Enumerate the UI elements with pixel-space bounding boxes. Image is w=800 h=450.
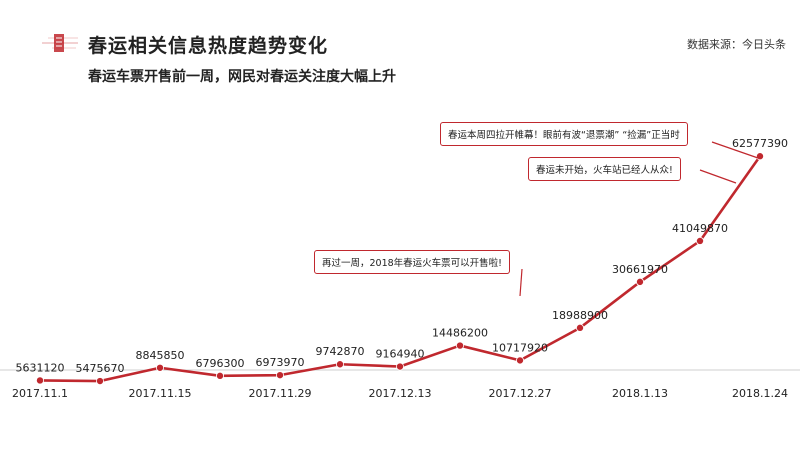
x-tick-label: 2018.1.24 — [732, 387, 788, 400]
data-point — [636, 277, 645, 286]
callout-station-crowd: 春运未开始，火车站已经人从众! — [528, 157, 681, 181]
data-label: 6796300 — [196, 357, 245, 370]
x-tick-label: 2017.12.27 — [489, 387, 552, 400]
callout-pointer — [519, 268, 523, 297]
data-label: 5631120 — [16, 361, 65, 374]
page-subtitle: 春运车票开售前一周，网民对春运关注度大幅上升 — [88, 69, 396, 85]
data-point — [756, 152, 765, 161]
data-label: 9164940 — [376, 348, 425, 361]
data-point — [696, 236, 705, 245]
x-tick-label: 2018.1.13 — [612, 387, 668, 400]
x-tick-label: 2017.11.1 — [12, 387, 68, 400]
callout-pointer — [711, 141, 759, 159]
data-label: 9742870 — [316, 345, 365, 358]
data-source: 数据来源：今日头条 — [687, 38, 786, 51]
data-label: 5475670 — [76, 362, 125, 375]
data-point — [36, 376, 45, 385]
data-label: 41049870 — [672, 222, 728, 235]
x-tick-label: 2017.11.29 — [249, 387, 312, 400]
data-point — [516, 356, 525, 365]
data-label: 10717920 — [492, 341, 548, 354]
data-point — [275, 371, 284, 380]
data-point — [215, 371, 224, 380]
header-logo — [42, 34, 78, 52]
data-label: 14486200 — [432, 327, 488, 340]
x-tick-label: 2017.12.13 — [369, 387, 432, 400]
x-tick-label: 2017.11.15 — [129, 387, 192, 400]
data-point — [455, 341, 464, 350]
data-point — [576, 323, 585, 332]
data-point — [155, 363, 164, 372]
page-title: 春运相关信息热度趋势变化 — [88, 35, 329, 57]
callout-refund-wave: 春运本周四拉开帷幕！眼前有波“退票潮” “捡漏”正当时 — [440, 122, 688, 146]
data-label: 30661970 — [612, 263, 668, 276]
data-label: 8845850 — [136, 349, 185, 362]
data-point — [96, 377, 105, 386]
data-label: 18988900 — [552, 309, 608, 322]
data-point — [395, 362, 404, 371]
callout-ticket-sale: 再过一周，2018年春运火车票可以开售啦! — [314, 250, 510, 274]
callout-pointer — [699, 169, 737, 184]
data-point — [335, 360, 344, 369]
data-label: 6973970 — [256, 356, 305, 369]
data-label: 62577390 — [732, 137, 788, 150]
